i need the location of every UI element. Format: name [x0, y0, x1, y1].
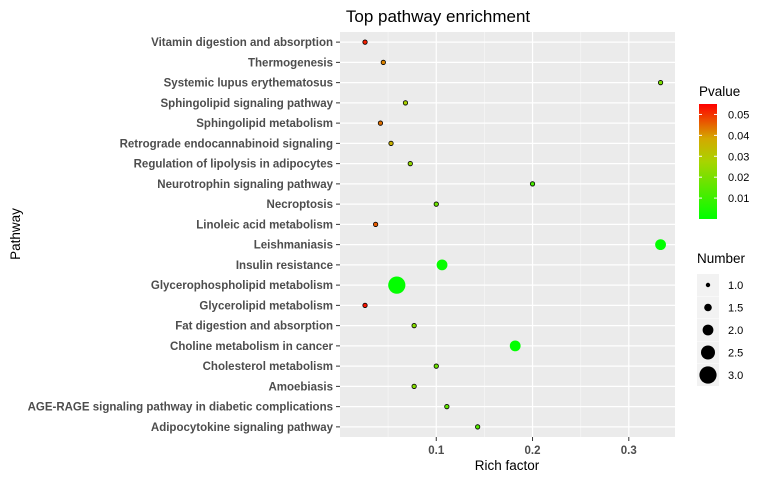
- y-tick-label: Fat digestion and absorption: [175, 321, 333, 333]
- data-point: [411, 323, 417, 329]
- y-tick-label: Amoebiasis: [268, 381, 333, 393]
- number-legend-dot: [701, 345, 715, 360]
- data-point: [388, 276, 406, 294]
- x-tick-label: 0.2: [525, 445, 541, 457]
- colorbar-tick-label: 0.04: [728, 130, 749, 142]
- data-point: [436, 259, 448, 271]
- data-point: [377, 120, 384, 126]
- pvalue-legend-title: Pvalue: [699, 84, 740, 99]
- y-tick-label: Retrograde endocannabinoid signaling: [120, 138, 333, 150]
- y-tick-label: Systemic lupus erythematosus: [164, 78, 333, 90]
- number-legend-label: 1.5: [728, 303, 743, 315]
- y-axis-ticks: Vitamin digestion and absorption Thermoge…: [28, 37, 340, 434]
- y-tick-label: Choline metabolism in cancer: [170, 341, 333, 353]
- y-tick-label: Insulin resistance: [236, 260, 333, 272]
- data-point: [444, 404, 450, 410]
- pvalue-colorbar: [699, 104, 717, 219]
- data-point: [655, 239, 666, 251]
- data-point: [362, 302, 368, 308]
- y-tick-label: Adipocytokine signaling pathway: [151, 422, 334, 434]
- y-tick-label: Cholesterol metabolism: [203, 361, 333, 373]
- number-legend-items: 1.0 1.5 2.0 2.5 3.0: [697, 274, 743, 386]
- number-legend-dot: [699, 366, 717, 384]
- x-tick-label: 0.3: [621, 445, 637, 457]
- data-point: [402, 100, 409, 106]
- y-tick-label: Necroptosis: [267, 199, 333, 211]
- data-point: [362, 39, 368, 45]
- number-legend-label: 2.0: [728, 325, 743, 337]
- y-tick-label: Linoleic acid metabolism: [196, 219, 333, 231]
- x-axis-title: Rich factor: [475, 458, 540, 473]
- y-tick-label: Glycerophospholipid metabolism: [151, 280, 333, 292]
- pvalue-legend-ticks: 0.01 0.02 0.03 0.04 0.05: [699, 109, 749, 205]
- number-legend: Number 1.0 1.5 2.0 2.5 3.0: [697, 251, 746, 386]
- y-tick-label: Sphingolipid signaling pathway: [161, 98, 334, 110]
- x-axis-ticks: 0.1 0.2 0.3: [428, 437, 637, 457]
- y-tick-label: Vitamin digestion and absorption: [151, 37, 333, 49]
- number-legend-label: 1.0: [728, 280, 743, 292]
- number-legend-label: 2.5: [728, 348, 743, 360]
- data-points: [362, 39, 666, 430]
- data-point: [433, 363, 439, 369]
- number-legend-dot: [702, 324, 714, 336]
- number-legend-label: 3.0: [728, 370, 743, 382]
- number-legend-title: Number: [697, 251, 746, 266]
- y-tick-label: Glycerolipid metabolism: [199, 300, 333, 312]
- grid-minor: [387, 32, 582, 437]
- y-axis-title: Pathway: [8, 208, 23, 260]
- x-tick-label: 0.1: [428, 445, 445, 457]
- data-point: [475, 424, 481, 430]
- chart-title: Top pathway enrichment: [346, 7, 531, 26]
- y-tick-label: Regulation of lipolysis in adipocytes: [134, 159, 333, 171]
- y-tick-label: Neurotrophin signaling pathway: [157, 179, 333, 191]
- y-tick-label: AGE-RAGE signaling pathway in diabetic c…: [28, 402, 333, 414]
- y-tick-label: Leishmaniasis: [254, 240, 333, 252]
- data-point: [529, 181, 536, 187]
- data-point: [657, 80, 664, 86]
- data-point: [411, 383, 417, 389]
- data-point: [407, 161, 413, 167]
- y-tick-label: Sphingolipid metabolism: [196, 118, 333, 130]
- data-point: [373, 221, 379, 227]
- number-legend-dot: [704, 303, 712, 312]
- colorbar-tick-label: 0.01: [728, 193, 749, 205]
- colorbar-tick-label: 0.05: [728, 109, 749, 121]
- data-point: [433, 201, 439, 207]
- colorbar-tick-label: 0.02: [728, 172, 749, 184]
- colorbar-tick-label: 0.03: [728, 151, 749, 163]
- plot-panel: [340, 32, 675, 437]
- data-point: [380, 59, 386, 65]
- y-tick-label: Thermogenesis: [248, 57, 333, 69]
- number-legend-dot: [705, 282, 711, 288]
- data-point: [388, 140, 394, 146]
- pvalue-legend: Pvalue 0.01 0.02 0.03 0.04 0.05: [699, 84, 749, 219]
- data-point: [509, 340, 521, 352]
- grid-major: [340, 32, 675, 437]
